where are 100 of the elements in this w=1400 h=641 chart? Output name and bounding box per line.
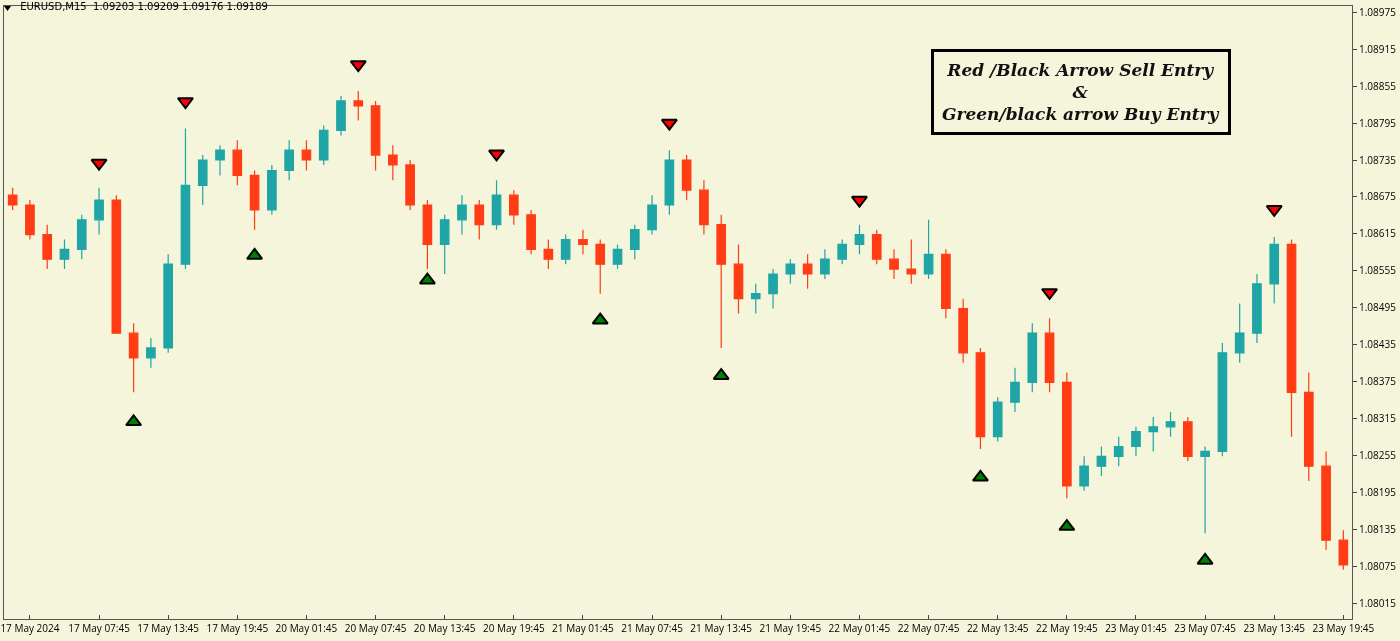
candlestick — [526, 209, 536, 255]
x-tick-label: 23 May 07:45 — [1174, 621, 1237, 635]
y-tick-label: 1.08735 — [1359, 152, 1397, 167]
candlestick — [578, 229, 588, 255]
candlestick — [1182, 416, 1193, 462]
candlestick — [716, 214, 727, 349]
candlestick — [768, 268, 778, 310]
x-tick-label: 17 May 2024 — [0, 621, 60, 635]
candlestick — [1062, 371, 1072, 499]
candlestick — [785, 258, 796, 285]
point — [1196, 552, 1214, 565]
candlestick — [1096, 445, 1107, 477]
y-tick-label: 1.08315 — [1359, 411, 1397, 426]
x-tick-label: 22 May 07:45 — [897, 621, 960, 635]
candlestick — [180, 128, 191, 270]
candlestick — [1338, 529, 1349, 571]
x-tick-label: 21 May 13:45 — [690, 621, 753, 635]
y-tick-label: 1.08855 — [1359, 78, 1397, 93]
candlestick — [1217, 342, 1228, 457]
x-tick-label: 17 May 19:45 — [206, 621, 269, 635]
x-tick-label: 23 May 01:45 — [1105, 621, 1168, 635]
candlestick — [1131, 426, 1141, 457]
candlestick — [1321, 450, 1331, 551]
candlestick — [59, 238, 70, 270]
candlestick — [820, 248, 830, 280]
candlestick — [958, 298, 968, 364]
point — [90, 158, 108, 171]
candlestick — [508, 189, 519, 226]
candlestick — [267, 164, 277, 216]
point — [418, 272, 436, 285]
candlestick — [128, 322, 139, 393]
point — [591, 312, 609, 325]
candlestick — [1303, 371, 1314, 482]
candlestick — [318, 124, 329, 166]
candlestick — [336, 95, 346, 136]
y-tick-label: 1.08555 — [1359, 263, 1397, 278]
candlestick — [871, 229, 882, 265]
candlestick — [1113, 436, 1124, 467]
candlestick — [301, 139, 312, 172]
y-tick-label: 1.08255 — [1359, 448, 1397, 463]
y-tick-label: 1.08375 — [1359, 374, 1397, 389]
x-tick-label: 21 May 07:45 — [621, 621, 684, 635]
x-tick-label: 23 May 13:45 — [1243, 621, 1306, 635]
candlestick — [560, 233, 571, 265]
x-tick-label: 17 May 13:45 — [137, 621, 200, 635]
candlestick — [491, 179, 502, 231]
candlestick — [802, 253, 813, 290]
candlestick — [1044, 317, 1055, 393]
candlestick — [1148, 416, 1159, 453]
candlestick — [750, 283, 761, 315]
candlestick — [163, 253, 174, 354]
y-tick-label: 1.08675 — [1359, 189, 1397, 204]
y-tick-label: 1.08975 — [1359, 4, 1397, 19]
candlestick — [889, 248, 899, 280]
candlestick — [388, 144, 398, 181]
candlestick — [1200, 445, 1210, 534]
point — [125, 414, 143, 427]
candlestick — [232, 139, 243, 186]
candlestick — [1079, 455, 1089, 492]
candlestick — [76, 214, 87, 260]
candlestick — [1286, 238, 1297, 438]
x-tick-label: 21 May 19:45 — [759, 621, 822, 635]
candlestick — [422, 199, 433, 270]
candlestick — [543, 238, 554, 270]
annotation: Red /Black Arrow Sell Entry & Green/black arrow Buy Entry — [942, 60, 1220, 125]
candlestick — [197, 154, 208, 206]
candlestick — [647, 194, 657, 236]
point — [488, 149, 506, 162]
candlestick — [906, 238, 917, 285]
y-tick-label: 1.08135 — [1359, 522, 1397, 537]
candlestick — [941, 248, 951, 319]
candlestick — [249, 169, 260, 231]
y-tick-label: 1.08795 — [1359, 115, 1397, 130]
candlestick — [992, 396, 1003, 443]
x-tick-label: 22 May 01:45 — [828, 621, 891, 635]
candlestick — [854, 224, 865, 255]
candlestick — [111, 194, 122, 334]
candlestick — [975, 347, 986, 450]
y-tick-label: 1.08495 — [1359, 300, 1397, 315]
y-tick-label: 1.08015 — [1359, 596, 1397, 611]
candlestick — [146, 337, 156, 369]
x-tick-label: 20 May 01:45 — [275, 621, 338, 635]
x-tick-label: 23 May 19:45 — [1312, 621, 1375, 635]
y-tick-label: 1.08615 — [1359, 226, 1397, 241]
candlestick — [1165, 411, 1176, 438]
candlestick — [837, 238, 848, 265]
candlestick — [733, 243, 744, 315]
point — [971, 469, 989, 482]
candlestick — [1010, 367, 1020, 413]
candlestick — [370, 100, 381, 172]
candlestick — [923, 219, 934, 280]
candlestick — [1269, 236, 1280, 305]
candlestick — [595, 238, 606, 295]
candlestick — [681, 154, 692, 201]
candlestick — [474, 199, 485, 241]
candlestick — [7, 187, 18, 211]
candlestick — [699, 179, 709, 236]
candlestick — [405, 159, 415, 211]
y-tick-label: 1.08195 — [1359, 485, 1397, 500]
y-tick-label: 1.08075 — [1359, 559, 1397, 574]
